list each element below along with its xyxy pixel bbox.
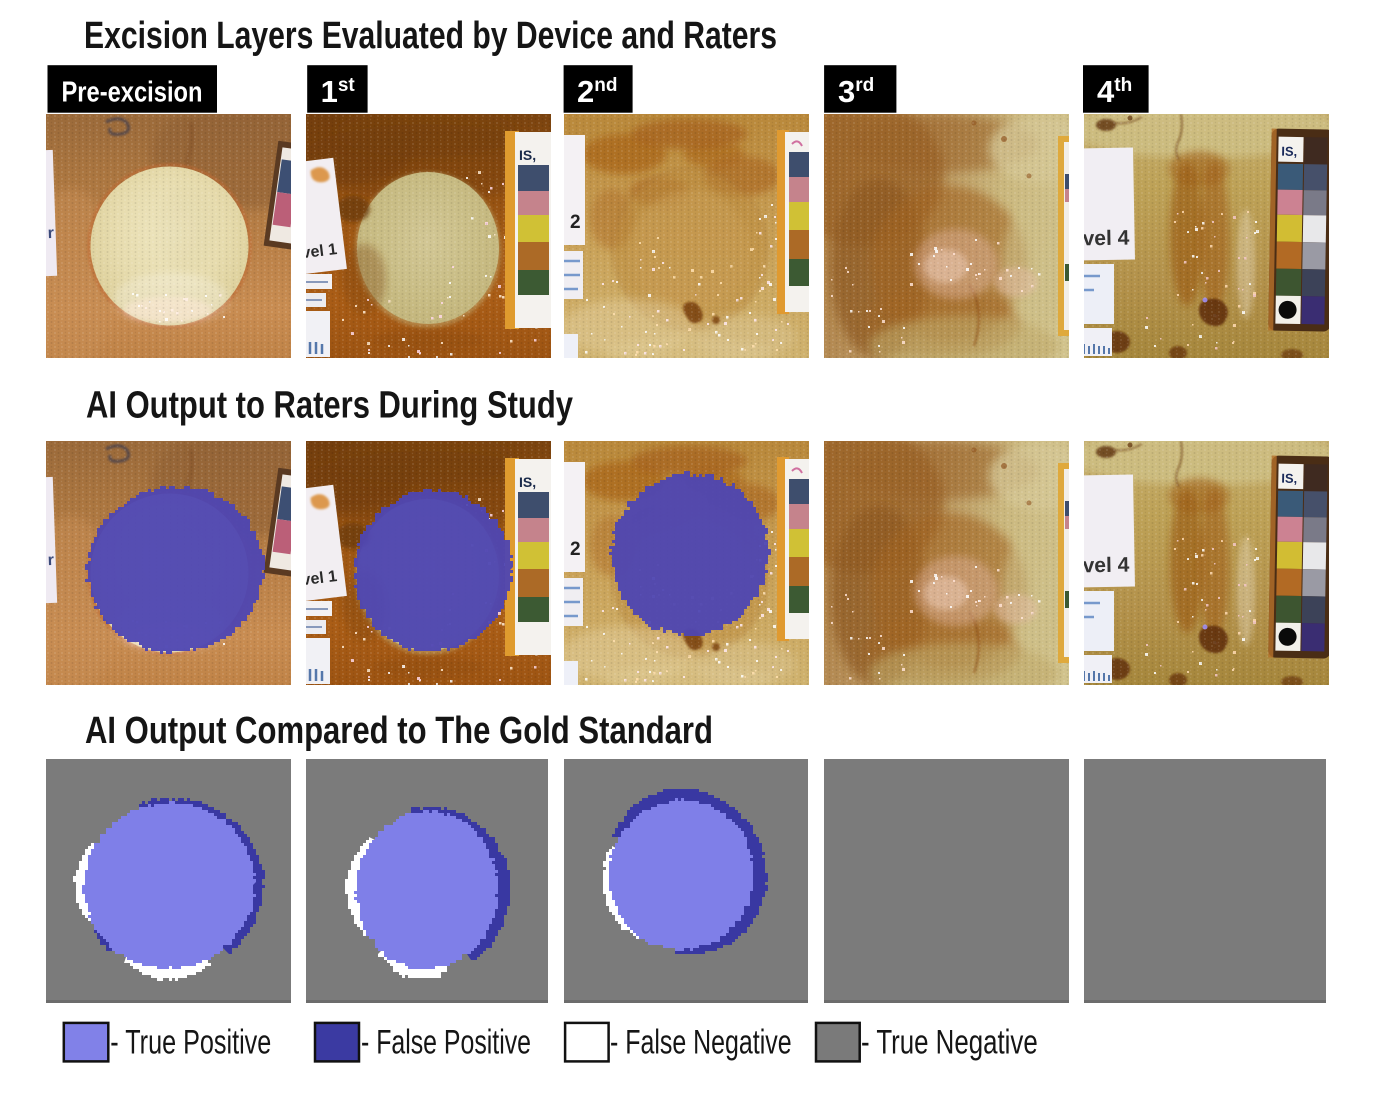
svg-text:- True Negative: - True Negative [861,1024,1038,1062]
svg-text:- False Negative: - False Negative [610,1024,792,1062]
svg-text:AI Output Compared to The Gold: AI Output Compared to The Gold Standard [85,710,713,752]
svg-text:AI Output to Raters During Stu: AI Output to Raters During Study [86,384,573,426]
svg-text:- True Positive: - True Positive [110,1024,271,1062]
svg-text:- False Positive: - False Positive [361,1024,531,1062]
svg-text:Pre-excision: Pre-excision [62,77,203,109]
svg-text:Excision Layers Evaluated by D: Excision Layers Evaluated by Device and … [84,15,777,57]
